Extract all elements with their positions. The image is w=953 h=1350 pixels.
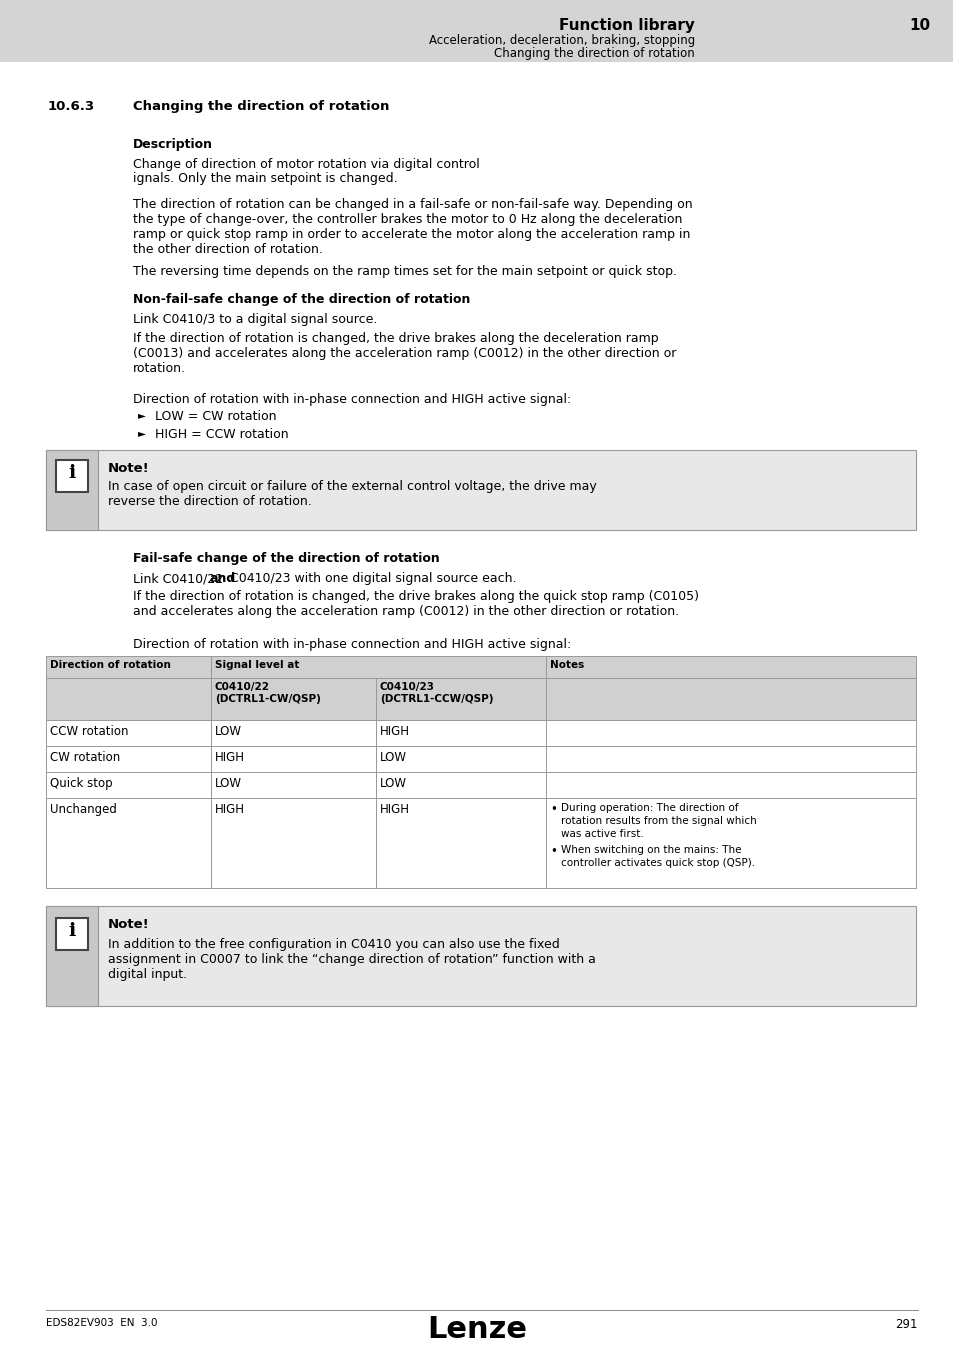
- Bar: [46, 906, 98, 1006]
- Text: Changing the direction of rotation: Changing the direction of rotation: [494, 47, 695, 59]
- Bar: [545, 772, 915, 798]
- Bar: [46, 720, 211, 747]
- Text: (C0013) and accelerates along the acceleration ramp (C0012) in the other directi: (C0013) and accelerates along the accele…: [132, 347, 676, 360]
- Bar: [211, 747, 375, 772]
- Text: •: •: [550, 803, 557, 815]
- Bar: [46, 450, 915, 531]
- Text: HIGH: HIGH: [214, 803, 245, 815]
- Text: EDS82EV903  EN  3.0: EDS82EV903 EN 3.0: [46, 1318, 157, 1328]
- Text: HIGH: HIGH: [379, 725, 410, 738]
- Text: C0410/23 with one digital signal source each.: C0410/23 with one digital signal source …: [226, 572, 517, 585]
- Text: 10.6.3: 10.6.3: [48, 100, 95, 113]
- Text: CCW rotation: CCW rotation: [50, 725, 129, 738]
- Text: i: i: [69, 464, 75, 482]
- Bar: [545, 747, 915, 772]
- Text: During operation: The direction of: During operation: The direction of: [560, 803, 738, 813]
- Text: LOW: LOW: [214, 725, 242, 738]
- Text: ignals. Only the main setpoint is changed.: ignals. Only the main setpoint is change…: [132, 171, 397, 185]
- Text: controller activates quick stop (QSP).: controller activates quick stop (QSP).: [560, 859, 755, 868]
- Bar: [46, 906, 915, 1006]
- Text: 10: 10: [908, 18, 929, 32]
- Text: C0410/23: C0410/23: [379, 682, 435, 693]
- Text: Notes: Notes: [550, 660, 583, 670]
- Text: In addition to the free configuration in C0410 you can also use the fixed: In addition to the free configuration in…: [108, 938, 559, 950]
- Text: Changing the direction of rotation: Changing the direction of rotation: [132, 100, 389, 113]
- Text: the type of change-over, the controller brakes the motor to 0 Hz along the decel: the type of change-over, the controller …: [132, 213, 681, 225]
- Text: The direction of rotation can be changed in a fail-safe or non-fail-safe way. De: The direction of rotation can be changed…: [132, 198, 692, 211]
- Text: assignment in C0007 to link the “change direction of rotation” function with a: assignment in C0007 to link the “change …: [108, 953, 596, 967]
- Text: reverse the direction of rotation.: reverse the direction of rotation.: [108, 495, 312, 508]
- Text: Direction of rotation with in-phase connection and HIGH active signal:: Direction of rotation with in-phase conn…: [132, 639, 571, 651]
- Bar: [375, 678, 545, 720]
- Text: The reversing time depends on the ramp times set for the main setpoint or quick : The reversing time depends on the ramp t…: [132, 265, 677, 278]
- Text: Function library: Function library: [558, 18, 695, 32]
- Text: CW rotation: CW rotation: [50, 751, 120, 764]
- Text: ►: ►: [138, 428, 146, 437]
- Text: LOW: LOW: [379, 778, 407, 790]
- Text: digital input.: digital input.: [108, 968, 187, 981]
- Text: Note!: Note!: [108, 918, 150, 932]
- Text: rotation results from the signal which: rotation results from the signal which: [560, 815, 756, 826]
- Bar: [46, 656, 211, 678]
- Text: Note!: Note!: [108, 462, 150, 475]
- Text: C0410/22: C0410/22: [214, 682, 270, 693]
- Bar: [375, 720, 545, 747]
- Text: If the direction of rotation is changed, the drive brakes along the quick stop r: If the direction of rotation is changed,…: [132, 590, 699, 603]
- Text: and accelerates along the acceleration ramp (C0012) in the other direction or ro: and accelerates along the acceleration r…: [132, 605, 679, 618]
- Text: ramp or quick stop ramp in order to accelerate the motor along the acceleration : ramp or quick stop ramp in order to acce…: [132, 228, 690, 242]
- Text: (DCTRL1-CW/QSP): (DCTRL1-CW/QSP): [214, 694, 320, 703]
- Bar: [46, 798, 211, 888]
- Bar: [545, 678, 915, 720]
- Bar: [56, 460, 88, 491]
- Text: was active first.: was active first.: [560, 829, 643, 838]
- Bar: [0, 0, 953, 62]
- Bar: [211, 772, 375, 798]
- Bar: [46, 678, 211, 720]
- Text: When switching on the mains: The: When switching on the mains: The: [560, 845, 740, 855]
- Text: HIGH: HIGH: [214, 751, 245, 764]
- Bar: [46, 747, 211, 772]
- Text: i: i: [69, 922, 75, 940]
- Bar: [545, 798, 915, 888]
- Text: Non-fail-safe change of the direction of rotation: Non-fail-safe change of the direction of…: [132, 293, 470, 306]
- Bar: [375, 747, 545, 772]
- Text: LOW: LOW: [214, 778, 242, 790]
- Text: and: and: [210, 572, 236, 585]
- Text: LOW = CW rotation: LOW = CW rotation: [154, 410, 276, 423]
- Text: ►: ►: [138, 410, 146, 420]
- Bar: [545, 720, 915, 747]
- Bar: [545, 656, 915, 678]
- Text: LOW: LOW: [379, 751, 407, 764]
- Text: Signal level at: Signal level at: [214, 660, 299, 670]
- Text: (DCTRL1-CCW/QSP): (DCTRL1-CCW/QSP): [379, 694, 493, 703]
- Text: rotation.: rotation.: [132, 362, 186, 375]
- Text: Description: Description: [132, 138, 213, 151]
- Text: Fail-safe change of the direction of rotation: Fail-safe change of the direction of rot…: [132, 552, 439, 566]
- Text: Acceleration, deceleration, braking, stopping: Acceleration, deceleration, braking, sto…: [428, 34, 695, 47]
- Text: Link C0410/22: Link C0410/22: [132, 572, 227, 585]
- Text: HIGH = CCW rotation: HIGH = CCW rotation: [154, 428, 289, 441]
- Bar: [211, 798, 375, 888]
- Text: Link C0410/3 to a digital signal source.: Link C0410/3 to a digital signal source.: [132, 313, 377, 325]
- Bar: [46, 772, 211, 798]
- Text: •: •: [550, 845, 557, 859]
- Text: HIGH: HIGH: [379, 803, 410, 815]
- Text: the other direction of rotation.: the other direction of rotation.: [132, 243, 322, 256]
- Bar: [211, 720, 375, 747]
- Bar: [56, 918, 88, 950]
- Bar: [211, 678, 375, 720]
- Text: In case of open circuit or failure of the external control voltage, the drive ma: In case of open circuit or failure of th…: [108, 481, 597, 493]
- Text: Change of direction of motor rotation via digital control: Change of direction of motor rotation vi…: [132, 158, 483, 171]
- Text: Lenze: Lenze: [427, 1315, 526, 1345]
- Bar: [375, 772, 545, 798]
- Text: Unchanged: Unchanged: [50, 803, 117, 815]
- Text: Direction of rotation with in-phase connection and HIGH active signal:: Direction of rotation with in-phase conn…: [132, 393, 571, 406]
- Text: Quick stop: Quick stop: [50, 778, 112, 790]
- Bar: [211, 656, 545, 678]
- Bar: [46, 450, 98, 531]
- Text: If the direction of rotation is changed, the drive brakes along the deceleration: If the direction of rotation is changed,…: [132, 332, 658, 346]
- Bar: [375, 798, 545, 888]
- Text: 291: 291: [895, 1318, 917, 1331]
- Text: Direction of rotation: Direction of rotation: [50, 660, 171, 670]
